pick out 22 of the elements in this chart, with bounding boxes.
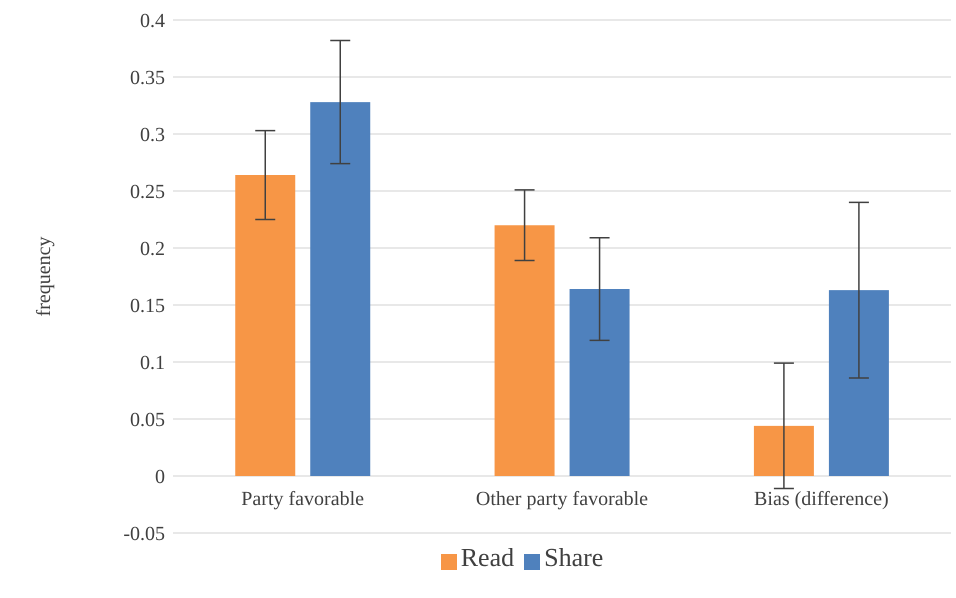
bar [828,290,889,476]
y-tick-label: 0.25 [130,181,165,204]
y-tick-label: -0.05 [123,523,165,546]
y-tick-label: 0.4 [140,10,165,32]
y-tick-label: 0.05 [130,409,165,432]
x-tick-label: Party favorable [241,488,364,510]
bar [570,289,630,476]
y-tick-label: 0.15 [130,295,165,318]
bar [494,225,555,476]
legend-label: Read [460,543,514,572]
x-tick-label: Bias (difference) [754,488,889,510]
bar [235,175,296,476]
y-tick-label: 0 [155,466,165,488]
legend-label: Share [544,543,604,572]
y-tick-label: 0.1 [140,352,165,374]
y-tick-label: 0.2 [140,238,165,260]
x-tick-label: Other party favorable [476,488,648,510]
bar [310,102,370,476]
bar [754,426,814,476]
y-tick-label: 0.35 [130,67,165,90]
y-tick-label: 0.3 [140,124,165,146]
y-axis-title: frequency [33,236,56,316]
